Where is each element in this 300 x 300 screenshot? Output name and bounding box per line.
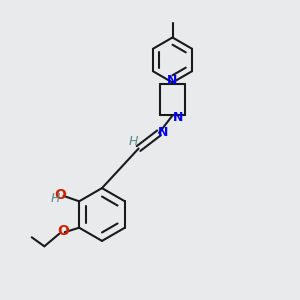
- Text: H: H: [128, 135, 138, 148]
- Text: N: N: [167, 74, 178, 88]
- Text: O: O: [57, 224, 69, 238]
- Text: H: H: [50, 192, 60, 206]
- Text: N: N: [158, 126, 168, 139]
- Text: N: N: [173, 111, 183, 124]
- Text: O: O: [55, 188, 67, 202]
